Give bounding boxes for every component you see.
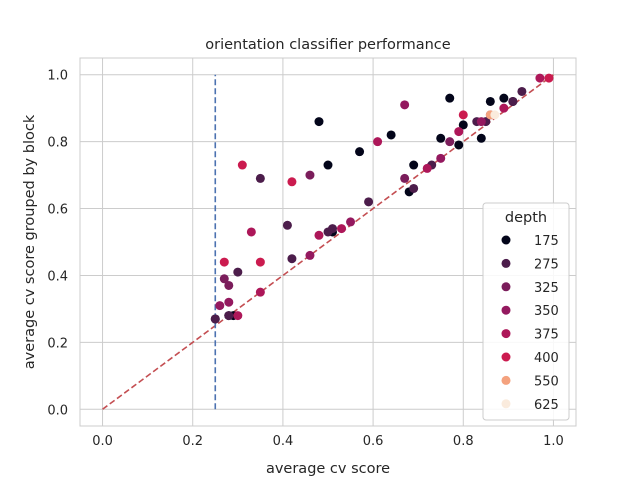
x-tick-label: 1.0: [543, 434, 564, 449]
legend-label-275: 275: [534, 257, 559, 272]
x-tick-label: 0.6: [363, 434, 384, 449]
data-point-depth-175: [485, 96, 495, 106]
data-point-depth-175: [386, 130, 396, 140]
data-point-depth-350: [400, 100, 410, 110]
legend-label-625: 625: [534, 398, 559, 413]
x-tick-label: 0.0: [92, 434, 113, 449]
data-point-depth-275: [409, 183, 419, 193]
legend-title: depth: [505, 210, 547, 226]
data-point-depth-275: [328, 224, 338, 234]
legend-marker-275: [501, 258, 511, 268]
data-point-depth-275: [210, 314, 220, 324]
data-point-depth-375: [233, 311, 243, 321]
chart-title: orientation classifier performance: [205, 37, 451, 53]
data-point-depth-275: [255, 173, 265, 183]
data-point-depth-325: [224, 280, 234, 290]
x-tick-label: 0.8: [453, 434, 474, 449]
legend-marker-350: [501, 305, 511, 315]
data-point-depth-275: [517, 86, 527, 96]
data-point-depth-275: [364, 197, 374, 207]
legend-marker-175: [501, 235, 511, 245]
legend: depth 175 275 325 350 375 400 550 625: [482, 202, 570, 421]
data-point-depth-375: [373, 137, 383, 147]
data-point-depth-350: [215, 301, 225, 311]
data-point-depth-350: [346, 217, 356, 227]
legend-marker-325: [501, 282, 511, 292]
data-point-depth-275: [224, 311, 234, 321]
legend-label-400: 400: [534, 351, 559, 366]
data-point-depth-400: [544, 73, 554, 83]
data-point-depth-350: [224, 297, 234, 307]
data-point-depth-325: [400, 173, 410, 183]
legend-marker-625: [501, 399, 511, 409]
legend-marker-400: [501, 352, 511, 362]
data-point-depth-625: [490, 110, 500, 120]
plot-frame: [79, 57, 577, 427]
data-point-depth-375: [255, 287, 265, 297]
y-tick-label: 0.6: [47, 203, 68, 218]
legend-label-550: 550: [534, 374, 559, 389]
data-point-depth-275: [508, 96, 518, 106]
legend-label-375: 375: [534, 328, 559, 343]
data-point-depth-400: [458, 110, 468, 120]
data-point-depth-275: [282, 220, 292, 230]
data-point-depth-175: [476, 133, 486, 143]
data-point-depth-275: [287, 254, 297, 264]
legend-label-325: 325: [534, 281, 559, 296]
y-tick-label: 0.4: [47, 269, 68, 284]
data-point-depth-350: [476, 117, 486, 127]
legend-label-175: 175: [534, 234, 559, 249]
data-point-depth-175: [323, 160, 333, 170]
legend-box: [482, 202, 570, 421]
data-point-depth-400: [219, 257, 229, 267]
data-points: [210, 73, 554, 324]
data-point-depth-175: [355, 147, 365, 157]
legend-marker-550: [501, 375, 511, 385]
data-point-depth-175: [314, 117, 324, 127]
data-point-depth-400: [237, 160, 247, 170]
legend-marker-375: [501, 329, 511, 339]
data-point-depth-350: [436, 153, 446, 163]
x-tick-label: 0.4: [273, 434, 294, 449]
data-point-depth-375: [535, 73, 545, 83]
data-point-depth-375: [454, 127, 464, 137]
diagonal-reference-line: [102, 74, 554, 410]
data-point-depth-175: [454, 140, 464, 150]
x-tick-label: 0.2: [182, 434, 203, 449]
data-point-depth-400: [287, 177, 297, 187]
data-point-depth-175: [445, 93, 455, 103]
y-tick-labels: 0.0 0.2 0.4 0.6 0.8 1.0: [47, 69, 68, 419]
y-tick-label: 0.2: [47, 336, 68, 351]
legend-entries: 175 275 325 350 375 400 550 625: [501, 234, 559, 413]
data-point-depth-375: [314, 230, 324, 240]
data-point-depth-175: [409, 160, 419, 170]
y-tick-label: 1.0: [47, 69, 68, 84]
y-tick-label: 0.8: [47, 136, 68, 151]
data-point-depth-175: [436, 133, 446, 143]
data-point-depth-375: [246, 227, 256, 237]
data-point-depth-275: [233, 267, 243, 277]
reference-lines: [102, 74, 554, 410]
data-point-depth-325: [305, 170, 315, 180]
data-point-depth-400: [255, 257, 265, 267]
data-point-depth-325: [445, 137, 455, 147]
data-point-depth-175: [499, 93, 509, 103]
legend-label-350: 350: [534, 304, 559, 319]
y-tick-label: 0.0: [47, 403, 68, 418]
x-tick-labels: 0.0 0.2 0.4 0.6 0.8 1.0: [92, 434, 564, 449]
data-point-depth-175: [458, 120, 468, 130]
data-point-depth-375: [337, 224, 347, 234]
data-point-depth-375: [422, 163, 432, 173]
y-axis-label: average cv score grouped by block: [22, 114, 38, 369]
data-point-depth-325: [219, 274, 229, 284]
data-point-depth-350: [305, 250, 315, 260]
x-axis-label: average cv score: [266, 461, 390, 477]
data-point-depth-375: [499, 103, 509, 113]
